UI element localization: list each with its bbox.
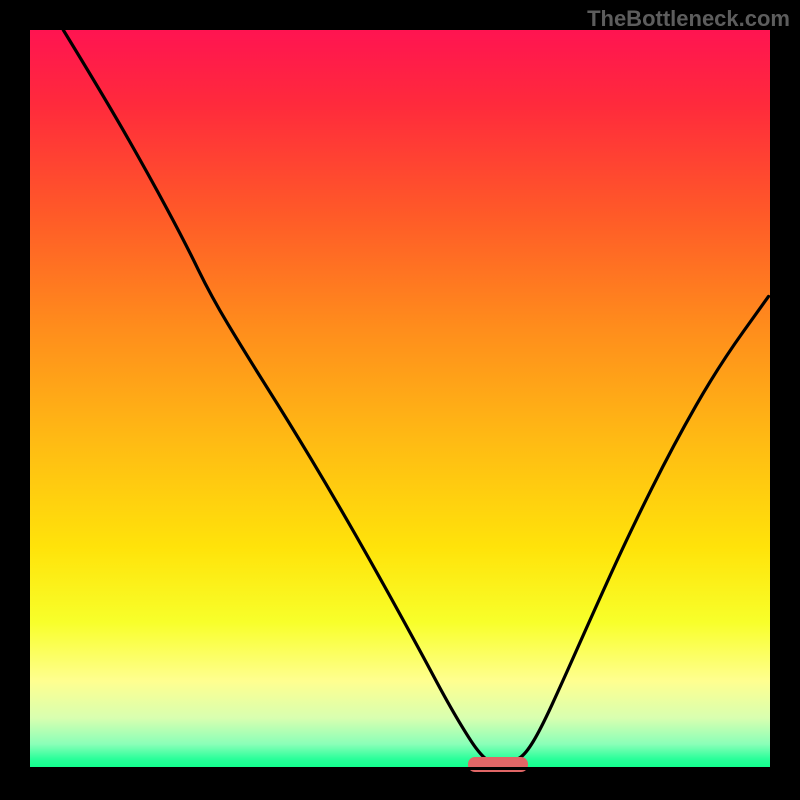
curve-path bbox=[63, 30, 768, 762]
chart-container: TheBottleneck.com bbox=[0, 0, 800, 800]
curve-line bbox=[30, 30, 770, 770]
plot-area bbox=[30, 30, 770, 770]
watermark-text: TheBottleneck.com bbox=[587, 6, 790, 32]
x-axis-line bbox=[30, 767, 770, 770]
bottleneck-marker bbox=[468, 757, 528, 772]
